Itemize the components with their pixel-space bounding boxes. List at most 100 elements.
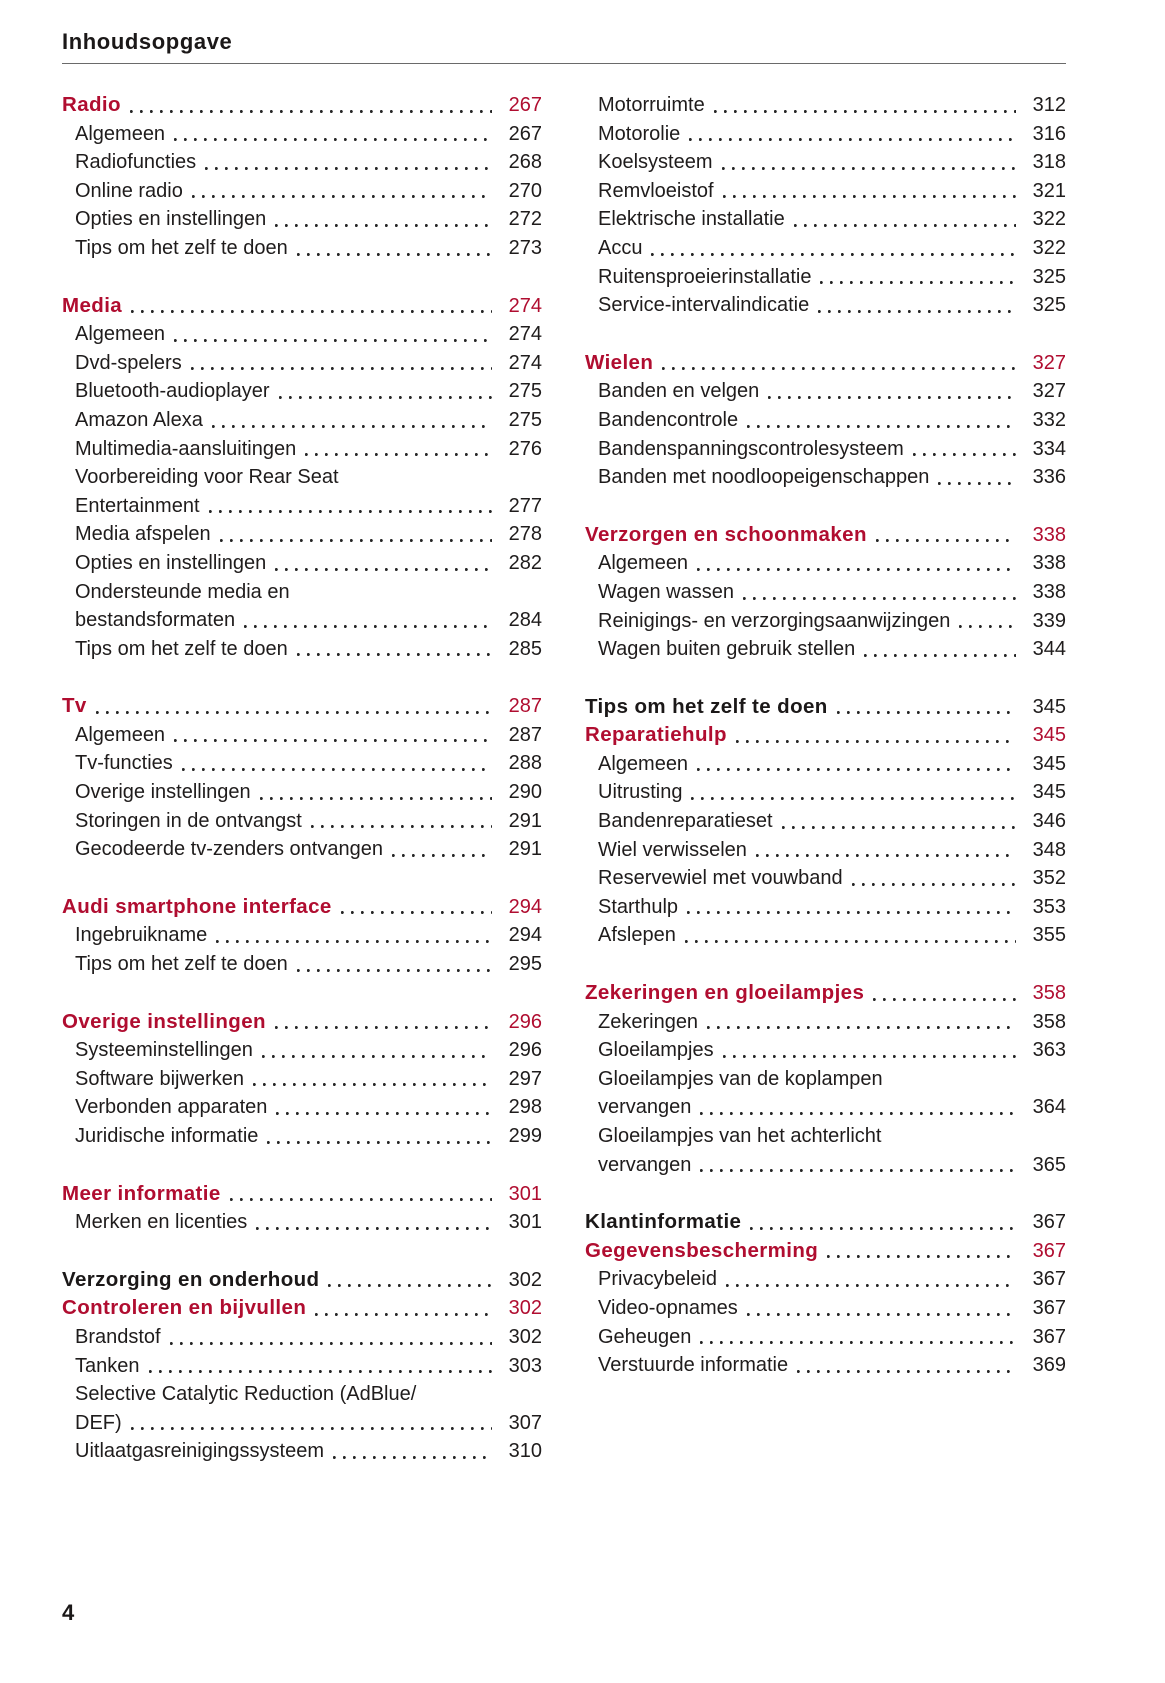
toc-group: Radio 267 Algemeen 267 Radiofuncties 268 Onlin…: [62, 91, 542, 263]
toc-entry: Elektrische installatie 322: [585, 205, 1066, 234]
toc-entry-label: Verzorgen en schoonmaken: [585, 522, 867, 546]
toc-entry: Reinigings- en verzorgingsaanwijzingen 33…: [585, 607, 1066, 636]
toc-entry: Software bijwerken 297: [62, 1065, 542, 1094]
toc-entry: Verzorgen en schoonmaken 338: [585, 521, 1066, 550]
dot-leader: [190, 367, 492, 371]
toc-entry-page: 291: [508, 809, 542, 832]
toc-entry-label: Storingen in de ontvangst: [75, 809, 302, 832]
toc-entry-label: Gloeilampjes van de koplampen: [598, 1067, 883, 1090]
toc-entry: Tips om het zelf te doen 345: [585, 693, 1066, 722]
toc-entry: Algemeen 274: [62, 320, 542, 349]
toc-entry-page: 282: [508, 551, 542, 574]
toc-entry-label: Tips om het zelf te doen: [75, 236, 288, 259]
toc-column-left: Radio 267 Algemeen 267 Radiofuncties 268 Onlin…: [62, 91, 542, 1466]
toc-entry-page: 367: [1032, 1239, 1066, 1262]
dot-leader: [191, 195, 492, 199]
toc-entry-page: 345: [1032, 695, 1066, 718]
toc-entry-label: Algemeen: [75, 323, 166, 346]
toc-entry-label: Tv-functies: [75, 752, 173, 775]
dot-leader: [310, 825, 492, 829]
page-title: Inhoudsopgave: [62, 30, 1066, 64]
dot-leader: [793, 223, 1016, 227]
toc-entry: Video-opnames 367: [585, 1294, 1066, 1323]
toc-entry-label: Algemeen: [75, 723, 166, 746]
toc-entry: Algemeen 287: [62, 721, 542, 750]
toc-entry-page: 327: [1032, 351, 1066, 374]
toc-entry-page: 345: [1032, 724, 1066, 747]
toc-entry-label: Amazon Alexa: [75, 408, 203, 431]
toc-entry-label: Tv: [62, 694, 87, 718]
dot-leader: [684, 940, 1016, 944]
toc-entry-label: Koelsysteem: [598, 151, 713, 174]
dot-leader: [169, 1341, 492, 1345]
dot-leader: [267, 1140, 492, 1144]
toc-entry-page: 321: [1032, 179, 1066, 202]
toc-entry: Ruitensproeierinstallatie 325: [585, 263, 1066, 292]
dot-leader: [797, 1369, 1016, 1373]
toc-entry-label: Zekeringen en gloeilampjes: [585, 981, 865, 1005]
toc-entry-page: 299: [508, 1125, 542, 1147]
dot-leader: [305, 453, 492, 457]
toc-entry: Zekeringen 358: [585, 1008, 1066, 1037]
toc-entry-label: Accu: [598, 236, 643, 259]
toc-entry-label: Tips om het zelf te doen: [585, 694, 828, 718]
toc-entry-page: 268: [508, 151, 542, 174]
toc-entry-label: Wiel verwisselen: [598, 838, 747, 861]
toc-entry: Meer informatie 301: [62, 1180, 542, 1209]
toc-entry-page: 296: [508, 1039, 542, 1062]
toc-entry-page: 310: [508, 1440, 542, 1463]
dot-leader: [296, 653, 492, 657]
toc-entry-page: 338: [1032, 523, 1066, 546]
toc-entry-label: Dvd-spelers: [75, 351, 182, 374]
toc-entry-page: 288: [508, 752, 542, 775]
toc-group: Motorruimte 312 Motorolie 316 Koelsysteem 318…: [585, 91, 1066, 320]
dot-leader: [216, 940, 492, 944]
toc-entry-page: 275: [508, 380, 542, 403]
dot-leader: [391, 853, 492, 857]
toc-entry: Geheugen 367: [585, 1323, 1066, 1352]
toc-entry-page: 346: [1032, 810, 1066, 833]
dot-leader: [296, 252, 492, 256]
toc-entry-label: Controleren en bijvullen: [62, 1296, 307, 1320]
toc-entry-label: Uitlaatgasreinigingssysteem: [75, 1440, 325, 1463]
toc-entry: Verstuurde informatie 369: [585, 1351, 1066, 1380]
toc-group: Verzorgen en schoonmaken 338 Algemeen 338 Wa…: [585, 521, 1066, 664]
dot-leader: [912, 453, 1016, 457]
dot-leader: [208, 510, 492, 514]
dot-leader: [131, 310, 492, 314]
dot-leader: [735, 739, 1016, 743]
toc-entry: Remvloeistof 321: [585, 177, 1066, 206]
toc-entry-label: Entertainment: [75, 494, 200, 517]
toc-entry-label: Algemeen: [75, 122, 166, 145]
toc-entry: Reparatiehulp 345: [585, 721, 1066, 750]
toc-entry: Brandstof 302: [62, 1323, 542, 1352]
toc-entry-page: 367: [1032, 1211, 1066, 1234]
toc-entry-page: 273: [508, 236, 542, 259]
toc-entry: Zekeringen en gloeilampjes 358: [585, 979, 1066, 1008]
toc-entry-page: 270: [508, 179, 542, 202]
toc-entry-label: Meer informatie: [62, 1181, 221, 1205]
dot-leader: [211, 424, 492, 428]
toc-entry: Selective Catalytic Reduction (AdBlue/: [62, 1380, 542, 1409]
dot-leader: [700, 1112, 1016, 1115]
toc-entry-page: 267: [508, 94, 542, 116]
toc-entry: Multimedia-aansluitingen 276: [62, 435, 542, 464]
dot-leader: [315, 1312, 492, 1316]
toc-entry: Entertainment 277: [62, 492, 542, 521]
toc-entry-page: 345: [1032, 781, 1066, 804]
toc-entry-label: Ingebruikname: [75, 924, 208, 947]
dot-leader: [697, 768, 1016, 772]
toc-entry-page: 294: [508, 895, 542, 918]
toc-entry: Banden met noodloopeigenschappen 336: [585, 463, 1066, 492]
toc-entry-page: 358: [1032, 1010, 1066, 1033]
toc-entry: vervangen 365: [585, 1151, 1066, 1180]
dot-leader: [651, 252, 1016, 256]
toc-entry: Gloeilampjes van de koplampen: [585, 1065, 1066, 1094]
toc-entry-label: Tips om het zelf te doen: [75, 637, 288, 660]
toc-entry-label: Privacybeleid: [598, 1268, 717, 1291]
toc-entry: Wagen buiten gebruik stellen 344: [585, 635, 1066, 664]
toc-entry-label: vervangen: [598, 1153, 692, 1176]
toc-entry: Uitlaatgasreinigingssysteem 310: [62, 1437, 542, 1466]
toc-entry-page: 296: [508, 1010, 542, 1033]
toc-entry-label: Overige instellingen: [62, 1009, 266, 1033]
